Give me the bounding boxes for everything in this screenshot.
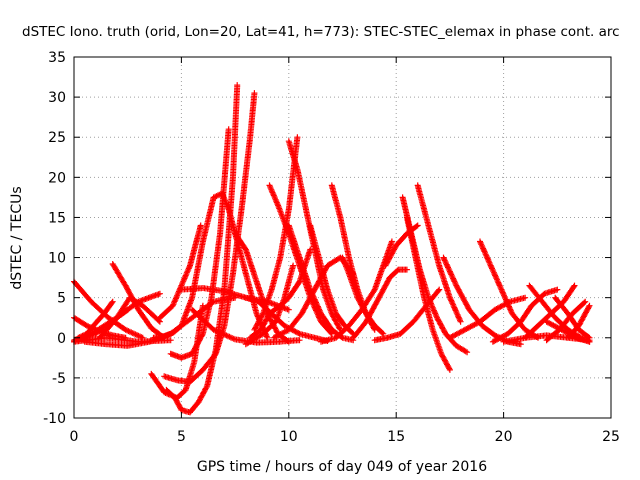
y-tick-label: 30 [48, 90, 66, 106]
y-tick-label: 10 [48, 251, 66, 267]
data-series [446, 294, 529, 341]
x-axis-label: GPS time / hours of day 049 of year 2016 [197, 459, 487, 475]
y-axis-ticks: -10 -5 0 5 10 15 20 25 30 35 [43, 50, 611, 427]
data-series [371, 286, 443, 344]
x-axis-ticks: 0 5 10 15 20 25 [70, 57, 620, 445]
data-series [318, 238, 395, 345]
x-tick-label: 10 [280, 429, 298, 445]
data-series [96, 294, 163, 341]
data-series [339, 254, 387, 337]
y-tick-label: 15 [48, 210, 66, 226]
y-tick-label: 25 [48, 130, 66, 146]
data-series [156, 222, 204, 321]
y-tick-label: 35 [48, 50, 66, 66]
y-tick-label: 0 [57, 331, 66, 347]
data-series [307, 222, 357, 337]
data-series [414, 182, 464, 325]
chart-title: dSTEC Iono. truth (orid, Lon=20, Lat=41,… [22, 24, 620, 40]
data-series [403, 214, 453, 373]
x-tick-label: 15 [387, 429, 405, 445]
data-series [242, 262, 297, 348]
x-tick-label: 20 [495, 429, 513, 445]
data-series [266, 182, 335, 337]
y-axis-label: dSTEC / TECUs [9, 186, 25, 289]
x-tick-label: 0 [70, 429, 79, 445]
y-tick-label: 20 [48, 170, 66, 186]
data-series [350, 266, 410, 341]
x-tick-label: 25 [602, 429, 620, 445]
data-series [382, 222, 421, 269]
y-tick-label: 5 [57, 291, 66, 307]
y-tick-label: -5 [52, 371, 66, 387]
data-series [543, 318, 593, 345]
data-series [167, 126, 232, 361]
plot-frame [73, 56, 612, 419]
x-tick-label: 5 [177, 429, 186, 445]
y-tick-label: -10 [43, 411, 66, 427]
data-points [71, 82, 593, 416]
